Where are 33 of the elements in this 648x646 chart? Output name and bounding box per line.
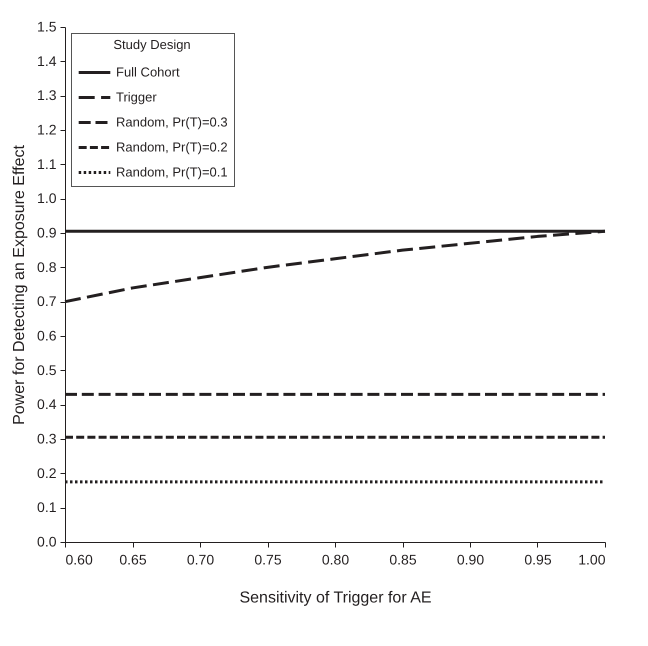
y-tick-label: 0.6 <box>37 328 57 344</box>
legend-label: Random, Pr(T)=0.2 <box>116 140 228 154</box>
y-tick-label: 1.1 <box>37 156 57 172</box>
x-tick-label: 0.70 <box>186 552 214 568</box>
y-tick-label: 1.3 <box>37 87 57 104</box>
y-tick-label: 0.9 <box>37 224 57 240</box>
x-tick-label: 0.80 <box>322 552 350 568</box>
x-tick-label: 0.65 <box>119 552 147 568</box>
legend-label: Random, Pr(T)=0.1 <box>116 164 228 180</box>
x-tick-label: 1.00 <box>578 552 606 568</box>
y-tick-label: 1.5 <box>37 18 57 34</box>
x-tick-label: 0.90 <box>456 552 484 568</box>
y-tick-label: 0.1 <box>37 499 57 516</box>
legend-label: Trigger <box>116 90 158 104</box>
y-tick-label: 0.2 <box>37 464 57 481</box>
y-tick-label: 0.5 <box>37 362 57 378</box>
x-tick-label: 0.85 <box>389 552 417 568</box>
y-tick-label: 0.0 <box>37 534 57 550</box>
y-tick-label: 1.4 <box>37 52 57 69</box>
legend-label: Full Cohort <box>116 64 180 80</box>
legend-title: Study Design <box>113 37 191 52</box>
x-tick-label: 0.95 <box>524 552 552 568</box>
y-tick-label: 1.2 <box>37 122 57 138</box>
y-axis-title: Power for Detecting an Exposure Effect <box>11 144 28 425</box>
x-axis-title: Sensitivity of Trigger for AE <box>239 590 432 606</box>
y-tick-label: 1.0 <box>37 190 57 206</box>
x-tick-label: 0.75 <box>254 552 282 568</box>
y-tick-label: 0.3 <box>37 430 57 446</box>
y-tick-label: 0.8 <box>37 258 57 275</box>
y-tick-label: 0.4 <box>37 396 57 412</box>
legend-label: Random, Pr(T)=0.3 <box>116 114 228 130</box>
x-tick-label: 0.60 <box>66 552 93 568</box>
y-tick-label: 0.7 <box>37 293 57 310</box>
